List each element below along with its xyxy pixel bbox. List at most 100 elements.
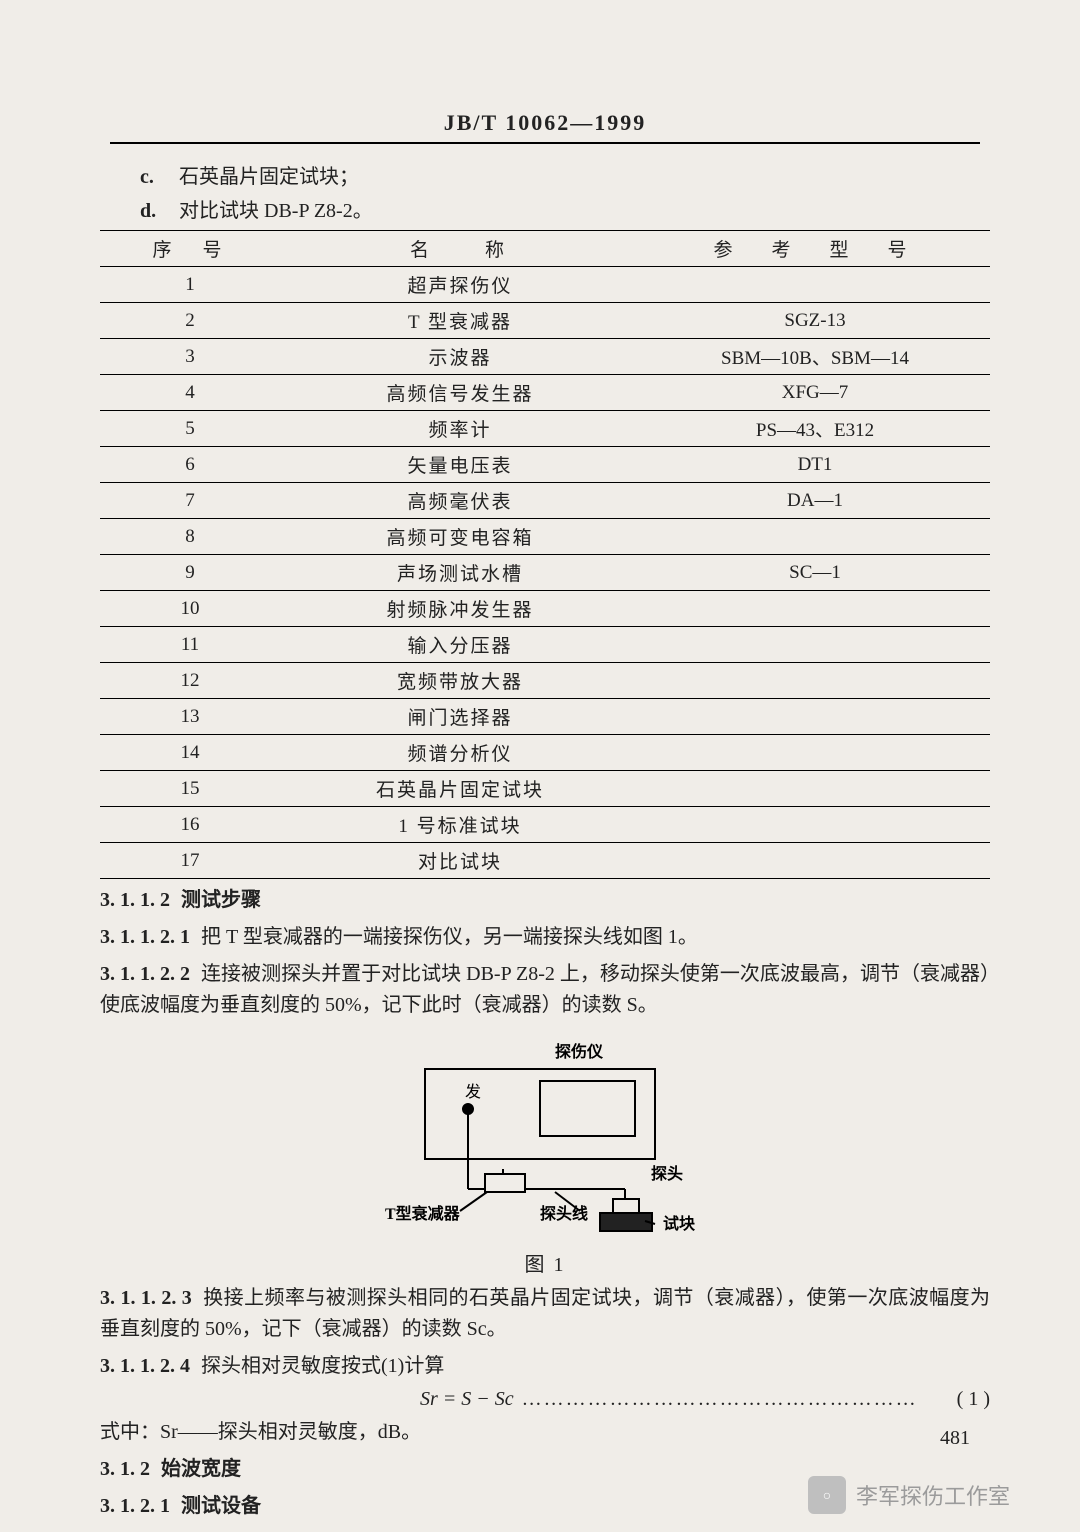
table-cell: 2 xyxy=(100,303,280,339)
list-item-c-label: c. xyxy=(140,162,174,192)
table-cell: 对比试块 xyxy=(280,843,640,879)
fig-label-fa: 发 xyxy=(465,1083,481,1101)
page-number: 481 xyxy=(940,1427,970,1450)
col-header-model: 参 考 型 号 xyxy=(640,231,990,267)
table-row: 2T 型衰减器SGZ-13 xyxy=(100,303,990,339)
section-text: 把 T 型衰减器的一端接探伤仪，另一端接探头线如图 1。 xyxy=(201,926,698,948)
section-3-1-1-2-4: 3. 1. 1. 2. 4 探头相对灵敏度按式(1)计算 xyxy=(100,1351,990,1382)
figure-caption: 图 1 xyxy=(100,1248,990,1277)
table-cell xyxy=(640,699,990,735)
section-num: 3. 1. 1. 2. 2 xyxy=(100,963,190,985)
table-row: 15石英晶片固定试块 xyxy=(100,771,990,807)
list-item-d: d. 对比试块 DB-P Z8-2。 xyxy=(140,196,990,226)
list-item-c-text: 石英晶片固定试块； xyxy=(179,166,359,188)
table-cell: 1 号标准试块 xyxy=(280,807,640,843)
table-row: 8高频可变电容箱 xyxy=(100,519,990,555)
table-cell: 闸门选择器 xyxy=(280,699,640,735)
table-cell: 4 xyxy=(100,375,280,411)
table-cell xyxy=(640,591,990,627)
table-cell: 声场测试水槽 xyxy=(280,555,640,591)
table-cell: 16 xyxy=(100,807,280,843)
table-row: 3示波器SBM—10B、SBM—14 xyxy=(100,339,990,375)
section-3-1-1-2-3: 3. 1. 1. 2. 3 换接上频率与被测探头相同的石英晶片固定试块，调节（衰… xyxy=(100,1283,990,1345)
table-row: 10射频脉冲发生器 xyxy=(100,591,990,627)
list-item-d-text: 对比试块 DB-P Z8-2。 xyxy=(179,200,373,222)
table-cell: 17 xyxy=(100,843,280,879)
table-cell xyxy=(640,807,990,843)
table-cell: 输入分压器 xyxy=(280,627,640,663)
table-cell: 11 xyxy=(100,627,280,663)
table-cell: 高频毫伏表 xyxy=(280,483,640,519)
table-cell xyxy=(640,267,990,303)
standard-header: JB/T 10062—1999 xyxy=(110,110,980,144)
watermark-logo-icon: ○ xyxy=(808,1476,846,1514)
table-cell: 8 xyxy=(100,519,280,555)
table-cell: 3 xyxy=(100,339,280,375)
table-cell: 示波器 xyxy=(280,339,640,375)
section-3-1-1-2-2: 3. 1. 1. 2. 2 连接被测探头并置于对比试块 DB-P Z8-2 上，… xyxy=(100,959,990,1021)
table-cell: 7 xyxy=(100,483,280,519)
table-row: 17对比试块 xyxy=(100,843,990,879)
table-cell: 14 xyxy=(100,735,280,771)
watermark-text: 李军探伤工作室 xyxy=(856,1479,1010,1511)
section-title: 测试设备 xyxy=(181,1495,261,1517)
figure-1-svg: 发 探伤仪 探头 T型衰减器 探头线 试块 xyxy=(355,1039,735,1239)
table-cell: 5 xyxy=(100,411,280,447)
fig-label-block: 试块 xyxy=(663,1214,696,1233)
equation-number: ( 1 ) xyxy=(957,1388,990,1411)
col-header-index: 序 号 xyxy=(100,231,280,267)
table-cell xyxy=(640,771,990,807)
section-num: 3. 1. 1. 2. 3 xyxy=(100,1287,192,1309)
fig-label-probe-line: 探头线 xyxy=(540,1204,588,1223)
fig-label-probe: 探头 xyxy=(651,1164,683,1183)
table-cell: 频率计 xyxy=(280,411,640,447)
list-item-d-label: d. xyxy=(140,196,174,226)
table-cell: XFG—7 xyxy=(640,375,990,411)
table-cell: T 型衰减器 xyxy=(280,303,640,339)
table-cell: 石英晶片固定试块 xyxy=(280,771,640,807)
fig-label-attenuator: T型衰减器 xyxy=(385,1204,461,1223)
table-cell: PS—43、E312 xyxy=(640,411,990,447)
watermark: ○ 李军探伤工作室 xyxy=(808,1476,1010,1514)
table-cell: 高频信号发生器 xyxy=(280,375,640,411)
table-cell: 高频可变电容箱 xyxy=(280,519,640,555)
table-cell xyxy=(640,843,990,879)
section-num: 3. 1. 1. 2. 4 xyxy=(100,1355,190,1377)
table-cell: SGZ-13 xyxy=(640,303,990,339)
equation-1: Sr = S − Sc ……………………………………………… ( 1 ) xyxy=(100,1388,990,1411)
section-num: 3. 1. 1. 2. 1 xyxy=(100,926,190,948)
section-text: 连接被测探头并置于对比试块 DB-P Z8-2 上，移动探头使第一次底波最高，调… xyxy=(100,963,990,1016)
table-cell xyxy=(640,735,990,771)
table-row: 11输入分压器 xyxy=(100,627,990,663)
table-cell: 矢量电压表 xyxy=(280,447,640,483)
table-header-row: 序 号 名 称 参 考 型 号 xyxy=(100,231,990,267)
table-cell: 射频脉冲发生器 xyxy=(280,591,640,627)
table-cell: 宽频带放大器 xyxy=(280,663,640,699)
table-cell: 9 xyxy=(100,555,280,591)
section-text: 换接上频率与被测探头相同的石英晶片固定试块，调节（衰减器），使第一次底波幅度为垂… xyxy=(100,1287,990,1340)
table-cell: DT1 xyxy=(640,447,990,483)
where-clause: 式中：Sr——探头相对灵敏度，dB。 xyxy=(100,1417,990,1448)
table-row: 14频谱分析仪 xyxy=(100,735,990,771)
table-cell: 12 xyxy=(100,663,280,699)
list-item-c: c. 石英晶片固定试块； xyxy=(140,162,990,192)
table-cell: 15 xyxy=(100,771,280,807)
table-cell xyxy=(640,663,990,699)
table-cell: 13 xyxy=(100,699,280,735)
section-num: 3. 1. 2 xyxy=(100,1458,150,1480)
table-row: 6矢量电压表DT1 xyxy=(100,447,990,483)
table-row: 13闸门选择器 xyxy=(100,699,990,735)
section-num: 3. 1. 1. 2 xyxy=(100,889,170,911)
table-row: 9声场测试水槽SC—1 xyxy=(100,555,990,591)
table-cell: 10 xyxy=(100,591,280,627)
section-text: 探头相对灵敏度按式(1)计算 xyxy=(201,1355,444,1377)
table-cell: 6 xyxy=(100,447,280,483)
table-cell xyxy=(640,627,990,663)
equation-formula: Sr = S − Sc xyxy=(420,1388,514,1411)
table-cell: 1 xyxy=(100,267,280,303)
table-row: 5频率计PS—43、E312 xyxy=(100,411,990,447)
table-row: 12宽频带放大器 xyxy=(100,663,990,699)
section-num: 3. 1. 2. 1 xyxy=(100,1495,170,1517)
table-row: 1超声探伤仪 xyxy=(100,267,990,303)
table-cell: DA—1 xyxy=(640,483,990,519)
